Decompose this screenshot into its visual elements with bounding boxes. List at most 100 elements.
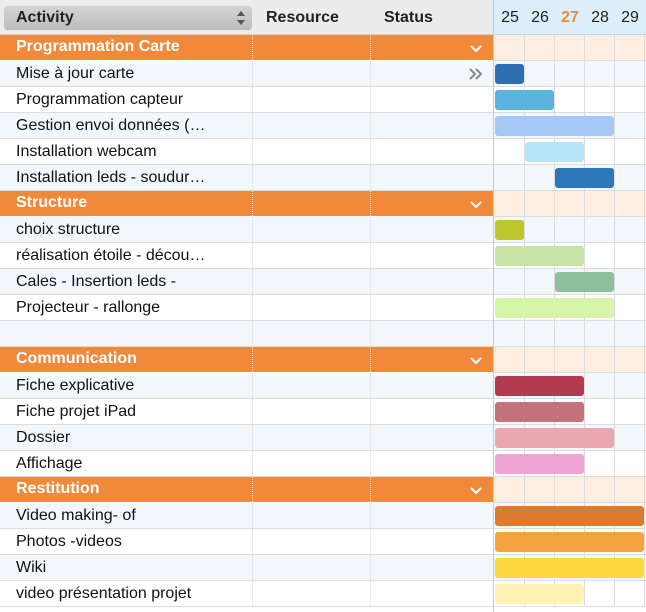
task-bar[interactable] bbox=[495, 64, 524, 84]
day-gridline bbox=[644, 425, 645, 450]
task-name: Fiche projet iPad bbox=[16, 403, 137, 420]
task-row[interactable]: Fiche projet iPad bbox=[0, 399, 493, 425]
resource-column-header[interactable]: Resource bbox=[266, 9, 339, 26]
double-chevron-right-icon[interactable] bbox=[468, 68, 484, 80]
task-row[interactable]: Video making- of bbox=[0, 503, 493, 529]
task-row[interactable]: Cales - Insertion leds - bbox=[0, 269, 493, 295]
column-separator bbox=[252, 217, 253, 242]
gantt-task-row bbox=[494, 451, 646, 477]
day-gridline bbox=[614, 243, 615, 268]
column-separator bbox=[370, 451, 371, 476]
day-gridline bbox=[584, 477, 585, 502]
column-separator bbox=[370, 61, 371, 86]
pane-divider[interactable] bbox=[493, 0, 494, 612]
gantt-task-row bbox=[494, 555, 646, 581]
task-row[interactable]: réalisation étoile - décou… bbox=[0, 243, 493, 269]
task-bar[interactable] bbox=[495, 246, 584, 266]
day-gridline bbox=[644, 269, 645, 294]
day-gridline bbox=[644, 165, 645, 190]
day-gridline bbox=[644, 295, 645, 320]
column-separator bbox=[252, 35, 253, 60]
column-separator bbox=[252, 139, 253, 164]
column-separator bbox=[252, 61, 253, 86]
day-gridline bbox=[614, 191, 615, 216]
day-gridline bbox=[524, 35, 525, 60]
day-gridline bbox=[584, 581, 585, 606]
task-name: Gestion envoi données (… bbox=[16, 117, 206, 134]
column-separator bbox=[370, 373, 371, 398]
task-bar[interactable] bbox=[495, 454, 584, 474]
task-bar[interactable] bbox=[495, 428, 614, 448]
task-bar[interactable] bbox=[495, 298, 614, 318]
task-bar[interactable] bbox=[495, 506, 644, 526]
day-gridline bbox=[614, 581, 615, 606]
group-row[interactable]: Communication bbox=[0, 347, 493, 373]
column-separator bbox=[252, 191, 253, 216]
column-separator bbox=[370, 399, 371, 424]
timeline-header: 25 26 27 28 29 bbox=[494, 0, 646, 35]
task-name: choix structure bbox=[16, 221, 121, 238]
status-column-header[interactable]: Status bbox=[384, 9, 433, 26]
task-row[interactable]: Installation leds - soudur… bbox=[0, 165, 493, 191]
column-separator bbox=[252, 555, 253, 580]
chevron-down-icon[interactable] bbox=[469, 353, 483, 367]
task-bar[interactable] bbox=[495, 402, 584, 422]
day-gridline bbox=[554, 35, 555, 60]
day-gridline bbox=[554, 61, 555, 86]
task-row[interactable]: Affichage bbox=[0, 451, 493, 477]
task-bar[interactable] bbox=[495, 532, 644, 552]
group-name: Restitution bbox=[16, 480, 100, 497]
day-gridline bbox=[614, 269, 615, 294]
task-bar[interactable] bbox=[555, 168, 614, 188]
task-row[interactable]: Photos -videos bbox=[0, 529, 493, 555]
day-gridline bbox=[644, 321, 645, 346]
gantt-chart: 25 26 27 28 29 bbox=[494, 0, 646, 612]
gantt-task-row bbox=[494, 425, 646, 451]
task-row[interactable]: Fiche explicative bbox=[0, 373, 493, 399]
day-gridline bbox=[524, 191, 525, 216]
chevron-down-icon[interactable] bbox=[469, 41, 483, 55]
task-row[interactable]: Mise à jour carte bbox=[0, 61, 493, 87]
task-bar[interactable] bbox=[495, 116, 614, 136]
task-bar[interactable] bbox=[495, 376, 584, 396]
gantt-task-row bbox=[494, 243, 646, 269]
group-row[interactable]: Programmation Carte bbox=[0, 35, 493, 61]
gantt-task-row bbox=[494, 61, 646, 87]
day-gridline bbox=[524, 61, 525, 86]
day-gridline bbox=[554, 217, 555, 242]
task-row[interactable]: Projecteur - rallonge bbox=[0, 295, 493, 321]
activity-column-header[interactable]: Activity bbox=[4, 6, 252, 30]
chevron-down-icon[interactable] bbox=[469, 483, 483, 497]
day-gridline bbox=[584, 139, 585, 164]
task-row[interactable]: Dossier bbox=[0, 425, 493, 451]
day-gridline bbox=[584, 217, 585, 242]
task-row[interactable]: Installation webcam bbox=[0, 139, 493, 165]
task-row[interactable]: Gestion envoi données (… bbox=[0, 113, 493, 139]
task-row[interactable]: choix structure bbox=[0, 217, 493, 243]
task-bar[interactable] bbox=[495, 584, 584, 604]
day-gridline bbox=[524, 165, 525, 190]
day-gridline bbox=[524, 321, 525, 346]
task-row[interactable]: Programmation capteur bbox=[0, 87, 493, 113]
day-gridline bbox=[614, 113, 615, 138]
day-gridline bbox=[524, 347, 525, 372]
gantt-task-row bbox=[494, 581, 646, 607]
column-separator bbox=[252, 399, 253, 424]
task-bar[interactable] bbox=[495, 90, 554, 110]
task-bar[interactable] bbox=[495, 558, 644, 578]
group-row[interactable]: Restitution bbox=[0, 477, 493, 503]
column-separator bbox=[252, 425, 253, 450]
task-bar[interactable] bbox=[525, 142, 584, 162]
task-row[interactable]: Wiki bbox=[0, 555, 493, 581]
chevron-down-icon[interactable] bbox=[469, 197, 483, 211]
task-row[interactable] bbox=[0, 321, 493, 347]
column-separator bbox=[370, 347, 371, 372]
task-row[interactable]: video présentation projet bbox=[0, 581, 493, 607]
task-bar[interactable] bbox=[495, 220, 524, 240]
group-row[interactable]: Structure bbox=[0, 191, 493, 217]
column-separator bbox=[252, 87, 253, 112]
task-bar[interactable] bbox=[555, 272, 614, 292]
day-gridline bbox=[584, 373, 585, 398]
column-separator bbox=[252, 373, 253, 398]
sort-icon[interactable] bbox=[236, 10, 246, 26]
